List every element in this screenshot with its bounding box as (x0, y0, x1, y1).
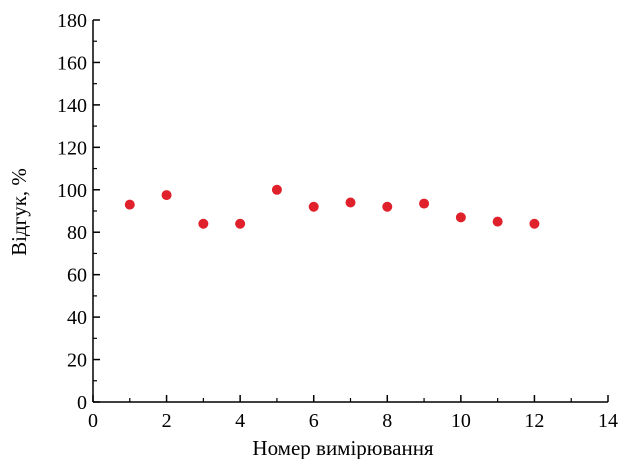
y-tick-label: 20 (67, 350, 87, 372)
y-tick-label: 40 (67, 307, 87, 329)
x-tick-label: 12 (524, 410, 544, 432)
axes (92, 20, 608, 403)
x-ticks: 0 2 4 6 8 10 12 14 (88, 395, 618, 432)
y-tick-label: 0 (77, 392, 87, 414)
x-tick-label: 2 (162, 410, 172, 432)
y-tick-label: 160 (57, 52, 87, 74)
data-point (382, 201, 393, 212)
data-point (308, 201, 319, 212)
y-axis-title: Відгук, % (7, 168, 31, 256)
data-point (492, 216, 503, 227)
data-point (235, 218, 246, 229)
y-tick-label: 100 (57, 180, 87, 202)
x-tick-label: 6 (309, 410, 319, 432)
y-tick-label: 180 (57, 10, 87, 32)
data-point (124, 199, 135, 210)
y-tick-label: 120 (57, 137, 87, 159)
data-points (124, 184, 540, 229)
x-tick-label: 4 (235, 410, 245, 432)
x-tick-label: 8 (382, 410, 392, 432)
y-tick-label: 140 (57, 95, 87, 117)
y-tick-label: 60 (67, 265, 87, 287)
data-point (345, 197, 356, 208)
y-tick-label: 80 (67, 222, 87, 244)
x-axis-title: Номер вимірювання (252, 436, 434, 459)
y-ticks: 0 20 40 60 80 100 120 140 160 180 (57, 10, 100, 414)
x-tick-label: 14 (598, 410, 618, 432)
data-point (198, 218, 209, 229)
x-tick-label: 10 (451, 410, 471, 432)
data-point (161, 190, 172, 201)
data-point (529, 218, 540, 229)
data-point (455, 212, 466, 223)
data-point (419, 198, 430, 209)
data-point (271, 184, 282, 195)
x-tick-label: 0 (88, 410, 98, 432)
